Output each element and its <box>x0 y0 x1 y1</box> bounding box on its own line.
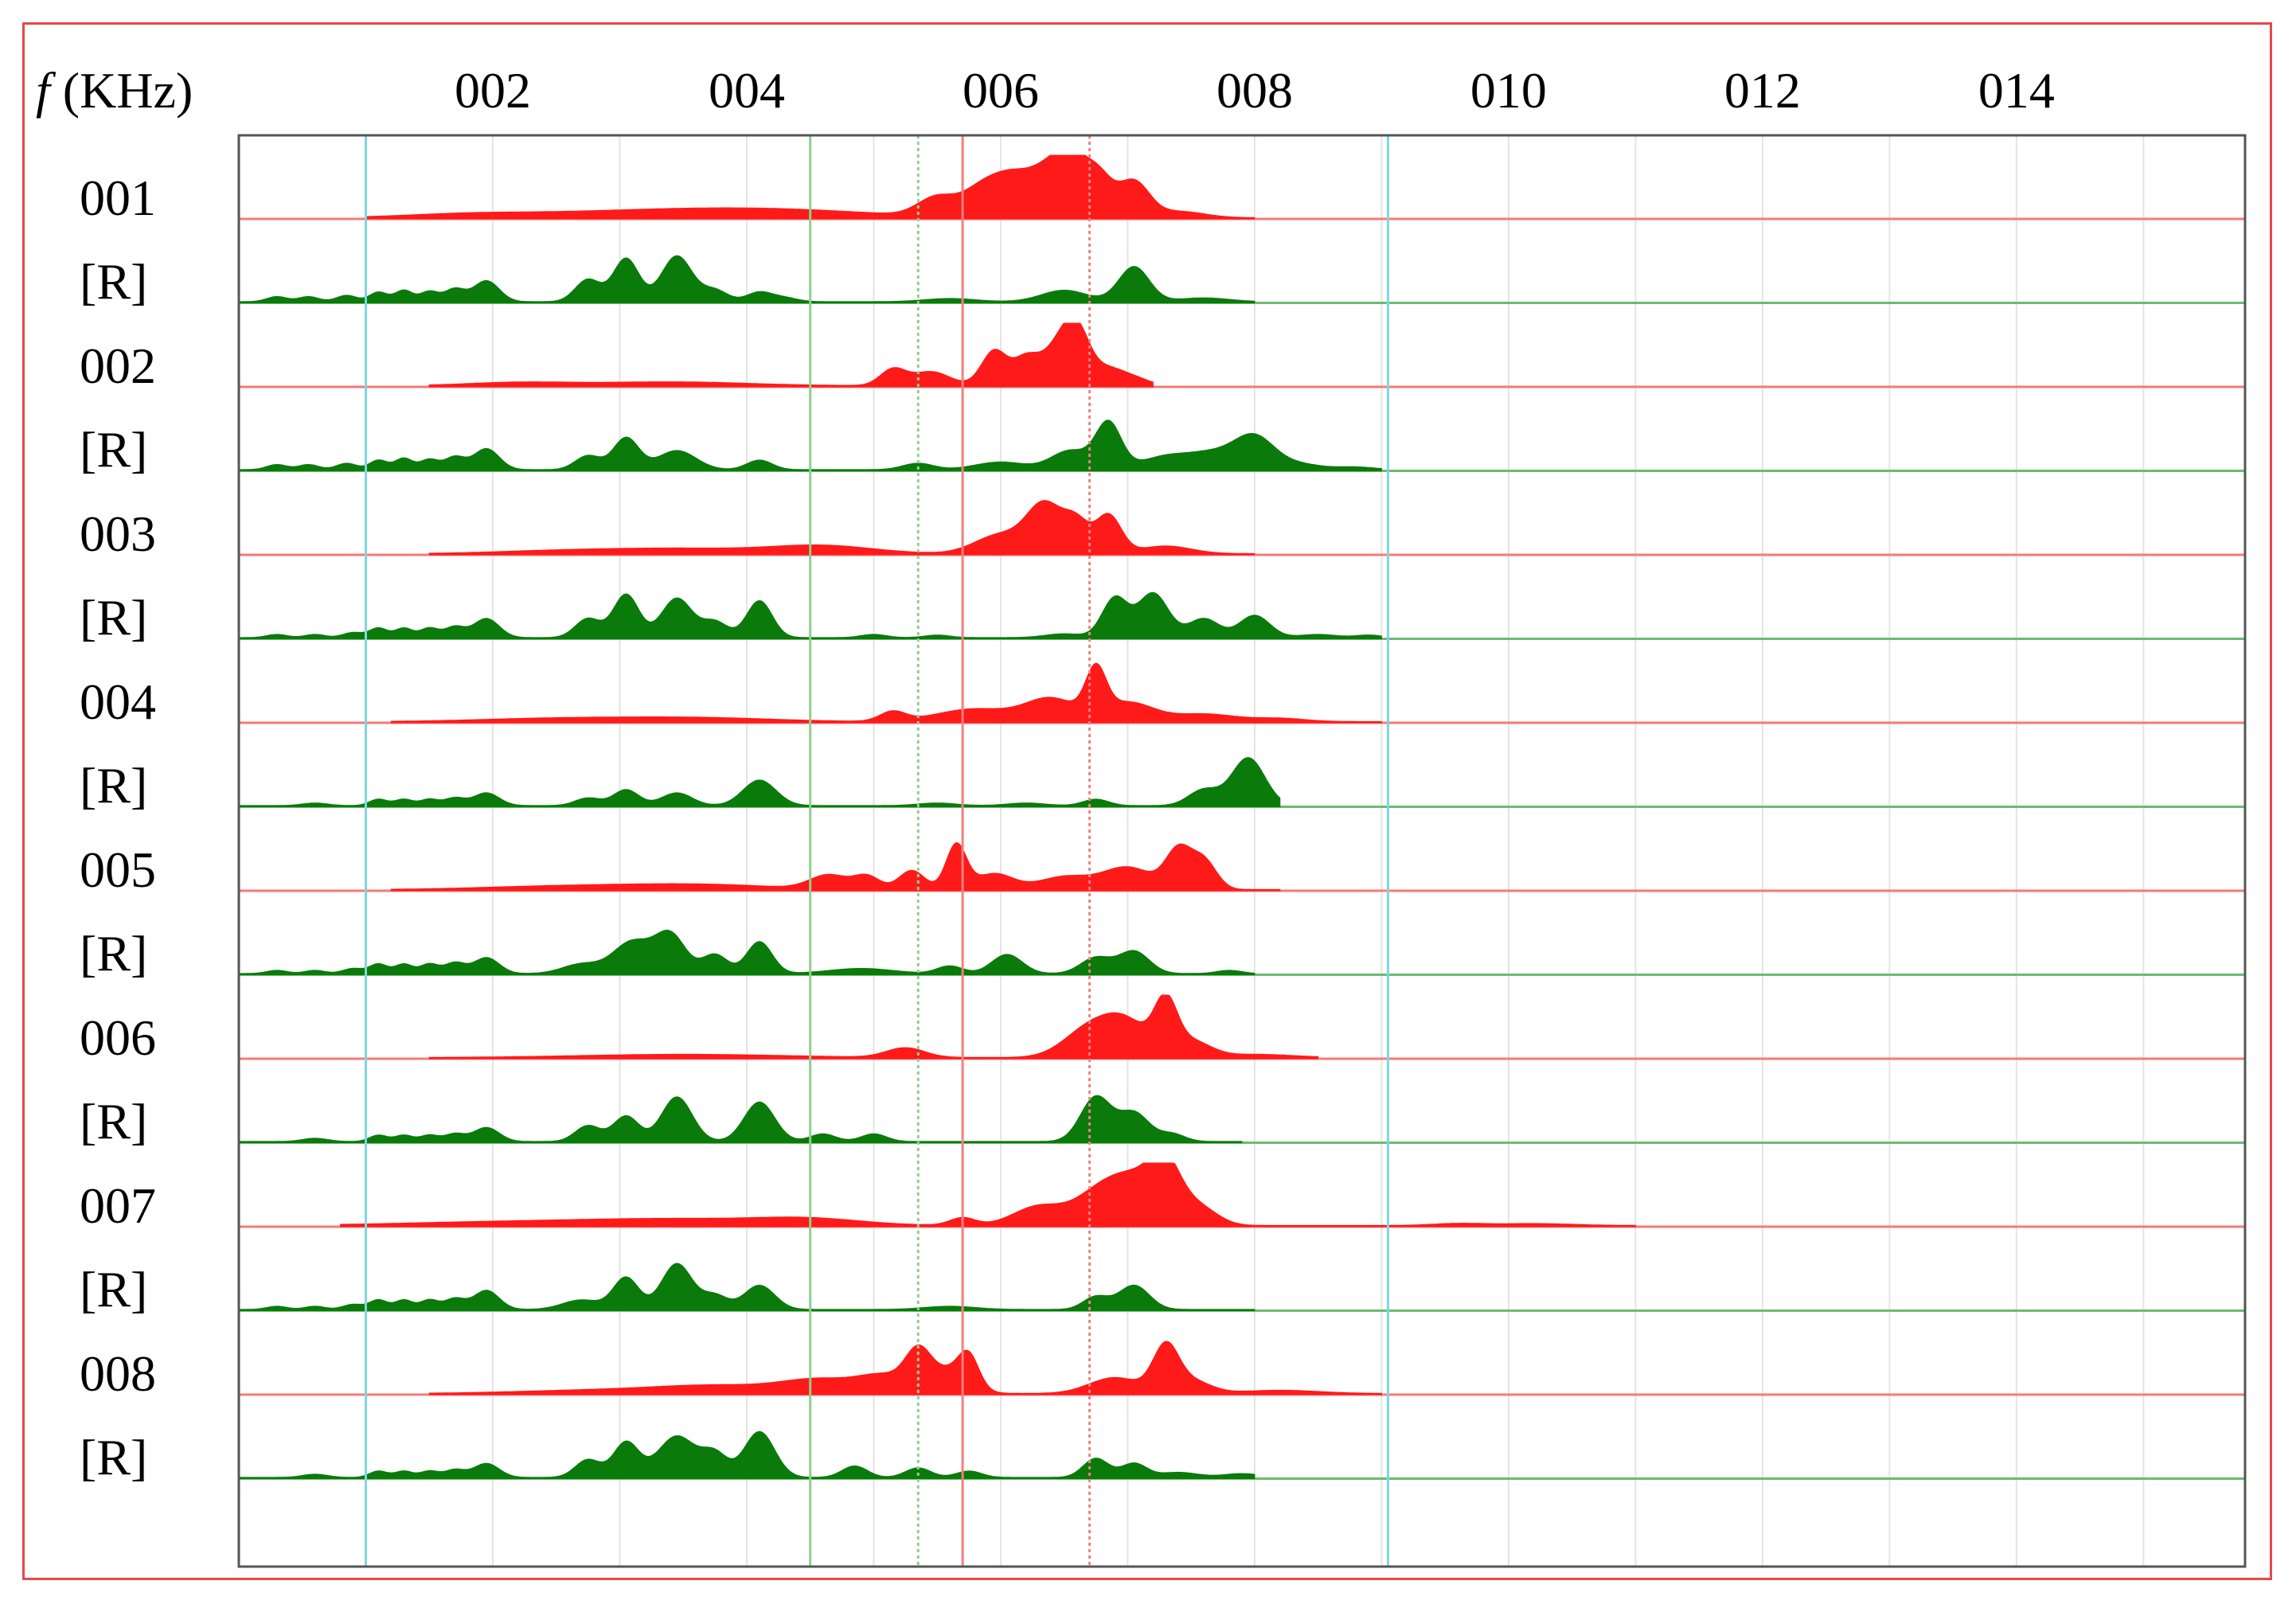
row-label: [R] <box>80 926 147 982</box>
x-axis-title: f (KHz) <box>36 62 193 119</box>
spectrum-area-8 <box>238 757 1281 807</box>
spectrum-area-15 <box>428 1341 1382 1395</box>
row-label: 001 <box>80 170 156 226</box>
x-tick-label: 008 <box>1216 62 1293 119</box>
x-tick-label: 006 <box>963 62 1039 119</box>
x-tick-label: 012 <box>1724 62 1801 119</box>
row-label: [R] <box>80 1430 147 1486</box>
spectrum-area-5 <box>428 500 1255 556</box>
spectrum-area-14 <box>238 1263 1255 1311</box>
series-layer <box>238 154 1636 1479</box>
row-labels: 001 [R] 002 [R] 003 [R] 004 [R] 005 [R] 006 [R] 007 [… <box>80 170 156 1486</box>
figure-frame <box>22 22 2272 1580</box>
row-label: 005 <box>80 841 156 898</box>
x-tick-label: 002 <box>455 62 531 119</box>
plot-border <box>237 134 2247 1568</box>
row-label: 004 <box>80 673 156 730</box>
row-label: 007 <box>80 1177 156 1234</box>
x-tick-label: 010 <box>1470 62 1547 119</box>
row-label: 003 <box>80 505 156 562</box>
marker-layer <box>364 135 1389 1567</box>
x-tick-label: 014 <box>1978 62 2055 119</box>
row-label: 008 <box>80 1345 156 1402</box>
row-label: [R] <box>80 254 147 310</box>
row-label: [R] <box>80 758 147 814</box>
row-label: 002 <box>80 338 156 394</box>
spectrum-area-9 <box>390 842 1281 892</box>
x-tick-labels: 002 004 006 008 010 012 014 <box>455 62 2055 119</box>
spectrum-area-10 <box>238 929 1255 975</box>
spectrum-area-11 <box>428 994 1319 1060</box>
row-label: [R] <box>80 590 147 646</box>
x-axis-symbol: f <box>36 62 57 119</box>
spectrum-area-2 <box>238 255 1255 303</box>
x-tick-label: 004 <box>709 62 785 119</box>
spectrum-area-13 <box>340 1162 1636 1227</box>
spectrum-area-3 <box>428 322 1154 388</box>
row-label: [R] <box>80 1262 147 1318</box>
row-label: [R] <box>80 1094 147 1150</box>
baseline-layer <box>239 217 2245 1480</box>
row-label: 006 <box>80 1009 156 1066</box>
grid-layer <box>365 135 2145 1567</box>
spectrum-area-16 <box>238 1430 1255 1479</box>
row-label: [R] <box>80 422 147 478</box>
x-axis-unit: (KHz) <box>63 62 193 119</box>
spectrum-area-7 <box>390 662 1382 724</box>
spectrum-area-12 <box>238 1095 1243 1143</box>
